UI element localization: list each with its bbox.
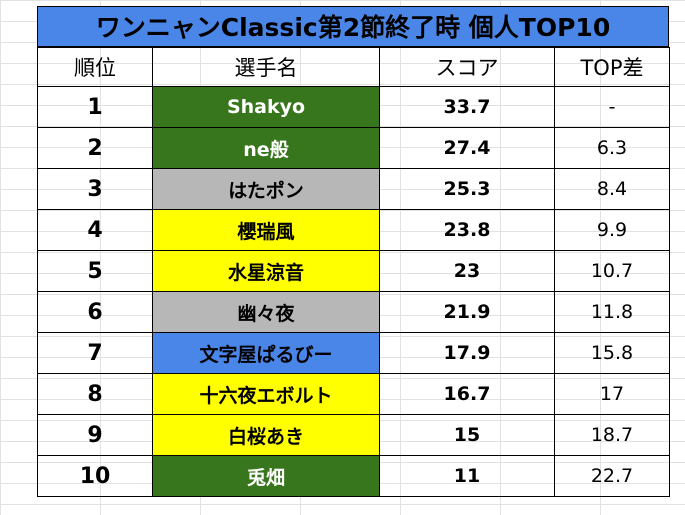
ranking-table-container: ワンニャンClassic第2節終了時 個人TOP10 順位 選手名 スコア TO… bbox=[37, 6, 670, 497]
top-diff-cell[interactable]: 8.4 bbox=[554, 168, 670, 210]
top-diff-cell[interactable]: 6.3 bbox=[554, 127, 670, 169]
table-row: 5 水星涼音 23 10.7 bbox=[37, 250, 670, 292]
rank-cell[interactable]: 3 bbox=[37, 168, 153, 210]
table-row: 2 ne般 27.4 6.3 bbox=[37, 127, 670, 169]
player-name-cell[interactable]: 幽々夜 bbox=[152, 291, 380, 333]
score-cell[interactable]: 23 bbox=[379, 250, 555, 292]
score-cell[interactable]: 15 bbox=[379, 414, 555, 456]
player-name-cell[interactable]: 十六夜エボルト bbox=[152, 373, 380, 415]
player-name-cell[interactable]: 水星涼音 bbox=[152, 250, 380, 292]
table-title: ワンニャンClassic第2節終了時 個人TOP10 bbox=[37, 6, 669, 47]
table-row: 8 十六夜エボルト 16.7 17 bbox=[37, 373, 670, 415]
player-name-cell[interactable]: 文字屋ぱるびー bbox=[152, 332, 380, 374]
rank-cell[interactable]: 10 bbox=[37, 455, 153, 497]
top-diff-cell[interactable]: 15.8 bbox=[554, 332, 670, 374]
top-diff-cell[interactable]: 22.7 bbox=[554, 455, 670, 497]
score-cell[interactable]: 11 bbox=[379, 455, 555, 497]
rank-cell[interactable]: 6 bbox=[37, 291, 153, 333]
player-name-cell[interactable]: 櫻瑞風 bbox=[152, 209, 380, 251]
rank-cell[interactable]: 9 bbox=[37, 414, 153, 456]
score-cell[interactable]: 17.9 bbox=[379, 332, 555, 374]
table-row: 7 文字屋ぱるびー 17.9 15.8 bbox=[37, 332, 670, 374]
score-cell[interactable]: 33.7 bbox=[379, 86, 555, 128]
table-row: 1 Shakyo 33.7 - bbox=[37, 86, 670, 128]
header-rank[interactable]: 順位 bbox=[37, 47, 153, 87]
rank-cell[interactable]: 1 bbox=[37, 86, 153, 128]
header-score[interactable]: スコア bbox=[379, 47, 555, 87]
header-player[interactable]: 選手名 bbox=[152, 47, 380, 87]
table-row: 10 兎畑 11 22.7 bbox=[37, 455, 670, 497]
score-cell[interactable]: 23.8 bbox=[379, 209, 555, 251]
player-name-cell[interactable]: Shakyo bbox=[152, 86, 380, 128]
player-name-cell[interactable]: 兎畑 bbox=[152, 455, 380, 497]
rank-cell[interactable]: 2 bbox=[37, 127, 153, 169]
table-row: 4 櫻瑞風 23.8 9.9 bbox=[37, 209, 670, 251]
top-diff-cell[interactable]: 11.8 bbox=[554, 291, 670, 333]
rank-cell[interactable]: 8 bbox=[37, 373, 153, 415]
rank-cell[interactable]: 7 bbox=[37, 332, 153, 374]
score-cell[interactable]: 21.9 bbox=[379, 291, 555, 333]
score-cell[interactable]: 16.7 bbox=[379, 373, 555, 415]
score-cell[interactable]: 25.3 bbox=[379, 168, 555, 210]
header-diff[interactable]: TOP差 bbox=[554, 47, 670, 87]
top-diff-cell[interactable]: 17 bbox=[554, 373, 670, 415]
top-diff-cell[interactable]: 18.7 bbox=[554, 414, 670, 456]
top-diff-cell[interactable]: 9.9 bbox=[554, 209, 670, 251]
rank-cell[interactable]: 5 bbox=[37, 250, 153, 292]
ranking-table: 順位 選手名 スコア TOP差 1 Shakyo 33.7 - 2 ne般 27… bbox=[37, 47, 670, 497]
table-row: 3 はたポン 25.3 8.4 bbox=[37, 168, 670, 210]
player-name-cell[interactable]: ne般 bbox=[152, 127, 380, 169]
header-row: 順位 選手名 スコア TOP差 bbox=[37, 47, 670, 87]
score-cell[interactable]: 27.4 bbox=[379, 127, 555, 169]
rank-cell[interactable]: 4 bbox=[37, 209, 153, 251]
table-row: 9 白桜あき 15 18.7 bbox=[37, 414, 670, 456]
player-name-cell[interactable]: はたポン bbox=[152, 168, 380, 210]
table-row: 6 幽々夜 21.9 11.8 bbox=[37, 291, 670, 333]
top-diff-cell[interactable]: - bbox=[554, 86, 670, 128]
top-diff-cell[interactable]: 10.7 bbox=[554, 250, 670, 292]
player-name-cell[interactable]: 白桜あき bbox=[152, 414, 380, 456]
